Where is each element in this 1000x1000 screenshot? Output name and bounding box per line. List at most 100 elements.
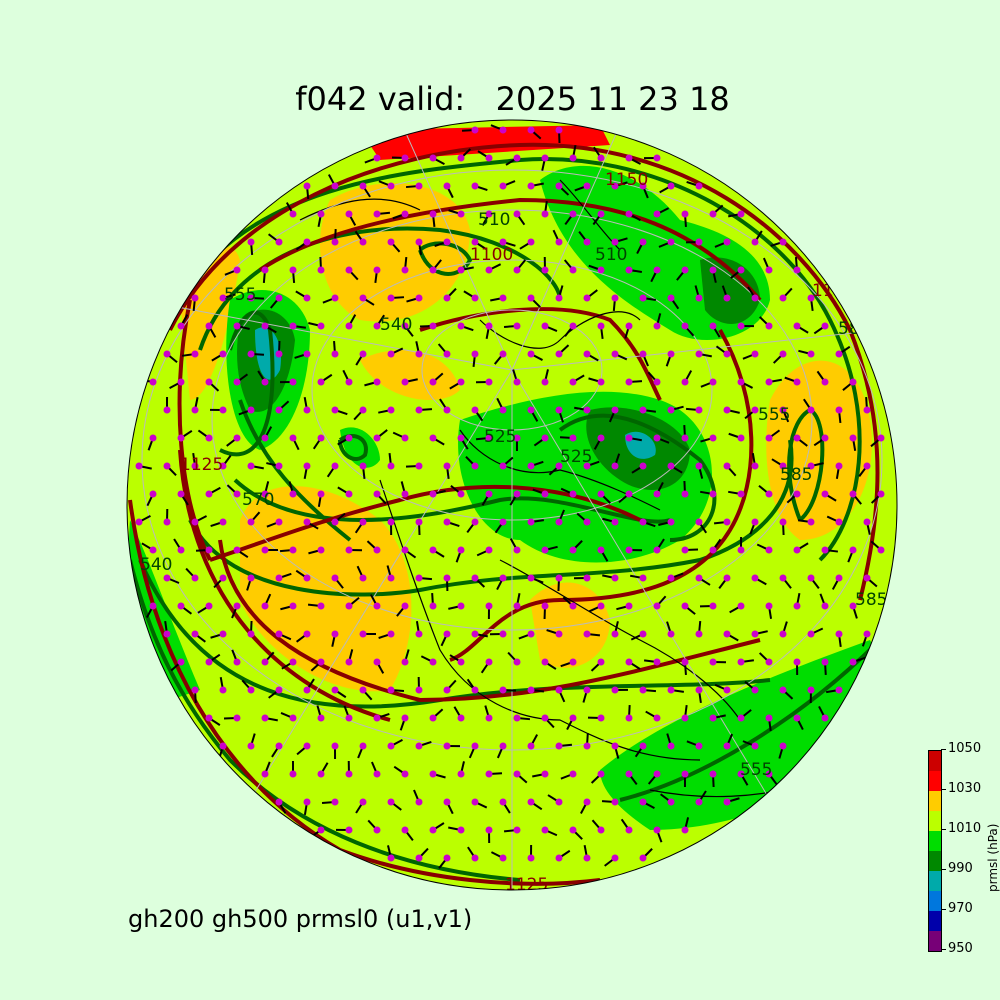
wind-dot bbox=[555, 630, 563, 638]
wind-dot bbox=[583, 630, 591, 638]
wind-dot bbox=[373, 770, 381, 778]
wind-dot bbox=[275, 406, 283, 414]
wind-dot bbox=[625, 490, 633, 498]
wind-dot bbox=[345, 546, 353, 554]
wind-dot bbox=[303, 238, 311, 246]
wind-dot bbox=[289, 322, 297, 330]
wind-dot bbox=[429, 322, 437, 330]
wind-dot bbox=[681, 546, 689, 554]
wind-dot bbox=[457, 770, 465, 778]
wind-dot bbox=[415, 350, 423, 358]
wind-dot bbox=[331, 574, 339, 582]
wind-dot bbox=[485, 266, 493, 274]
wind-dot bbox=[359, 462, 367, 470]
wind-dot bbox=[191, 574, 199, 582]
wind-dot bbox=[457, 154, 465, 162]
wind-dot bbox=[569, 826, 577, 834]
wind-dot bbox=[667, 182, 675, 190]
wind-dot bbox=[135, 462, 143, 470]
wind-dot bbox=[611, 294, 619, 302]
wind-dot bbox=[149, 546, 157, 554]
wind-dot bbox=[695, 518, 703, 526]
wind-dot bbox=[597, 490, 605, 498]
wind-dot bbox=[583, 238, 591, 246]
wind-dot bbox=[247, 462, 255, 470]
wind-dot bbox=[513, 378, 521, 386]
colorbar-band bbox=[929, 871, 941, 891]
wind-dot bbox=[387, 742, 395, 750]
wind-dot bbox=[191, 350, 199, 358]
wind-dot bbox=[737, 322, 745, 330]
wind-dot bbox=[751, 518, 759, 526]
wind-dot bbox=[681, 490, 689, 498]
wind-dot bbox=[149, 378, 157, 386]
wind-dot bbox=[499, 294, 507, 302]
wind-dot bbox=[303, 798, 311, 806]
wind-dot bbox=[569, 490, 577, 498]
wind-dot bbox=[205, 434, 213, 442]
wind-dot bbox=[779, 686, 787, 694]
wind-dot bbox=[737, 378, 745, 386]
contour-label: 510 bbox=[478, 210, 510, 230]
wind-dot bbox=[289, 378, 297, 386]
wind-dot bbox=[569, 658, 577, 666]
wind-dot bbox=[611, 350, 619, 358]
wind-dot bbox=[751, 630, 759, 638]
wind-dot bbox=[387, 182, 395, 190]
wind-dot bbox=[219, 350, 227, 358]
wind-dot bbox=[541, 770, 549, 778]
wind-dot bbox=[415, 854, 423, 862]
wind-dot bbox=[303, 406, 311, 414]
wind-dot bbox=[471, 406, 479, 414]
wind-dot bbox=[457, 826, 465, 834]
wind-dot bbox=[359, 406, 367, 414]
wind-dot bbox=[261, 322, 269, 330]
wind-dot bbox=[345, 434, 353, 442]
contour-label: 570 bbox=[242, 490, 274, 510]
wind-dot bbox=[737, 434, 745, 442]
wind-dot bbox=[779, 462, 787, 470]
wind-dot bbox=[765, 658, 773, 666]
wind-dot bbox=[611, 742, 619, 750]
wind-dot bbox=[219, 630, 227, 638]
globe-outline bbox=[126, 119, 898, 891]
wind-dot bbox=[499, 182, 507, 190]
wind-dot bbox=[751, 406, 759, 414]
wind-dot bbox=[275, 350, 283, 358]
wind-dot bbox=[429, 154, 437, 162]
wind-dot bbox=[793, 378, 801, 386]
wind-dot bbox=[793, 266, 801, 274]
wind-dot bbox=[247, 350, 255, 358]
pressure-high-areas bbox=[180, 125, 872, 692]
wind-dot bbox=[513, 154, 521, 162]
wind-dot bbox=[499, 238, 507, 246]
wind-dot bbox=[247, 294, 255, 302]
wind-dot bbox=[555, 518, 563, 526]
wind-dot bbox=[821, 434, 829, 442]
wind-dot bbox=[149, 490, 157, 498]
wind-dot bbox=[499, 126, 507, 134]
wind-dot bbox=[429, 434, 437, 442]
wind-dot bbox=[415, 798, 423, 806]
wind-dot bbox=[639, 798, 647, 806]
contour-label: 585 bbox=[855, 590, 887, 610]
wind-dot bbox=[219, 462, 227, 470]
wind-dot bbox=[625, 322, 633, 330]
wind-dot bbox=[625, 826, 633, 834]
wind-dot bbox=[163, 574, 171, 582]
wind-dot bbox=[331, 406, 339, 414]
wind-dot bbox=[597, 266, 605, 274]
wind-dot bbox=[723, 798, 731, 806]
wind-dot bbox=[751, 350, 759, 358]
wind-dot bbox=[527, 126, 535, 134]
wind-dot bbox=[625, 546, 633, 554]
wind-dot bbox=[443, 462, 451, 470]
wind-dot bbox=[541, 322, 549, 330]
wind-dot bbox=[499, 742, 507, 750]
wind-dot bbox=[737, 490, 745, 498]
wind-dot bbox=[485, 658, 493, 666]
wind-dot bbox=[345, 210, 353, 218]
wind-dot bbox=[667, 350, 675, 358]
wind-dot bbox=[709, 210, 717, 218]
wind-dot bbox=[583, 686, 591, 694]
